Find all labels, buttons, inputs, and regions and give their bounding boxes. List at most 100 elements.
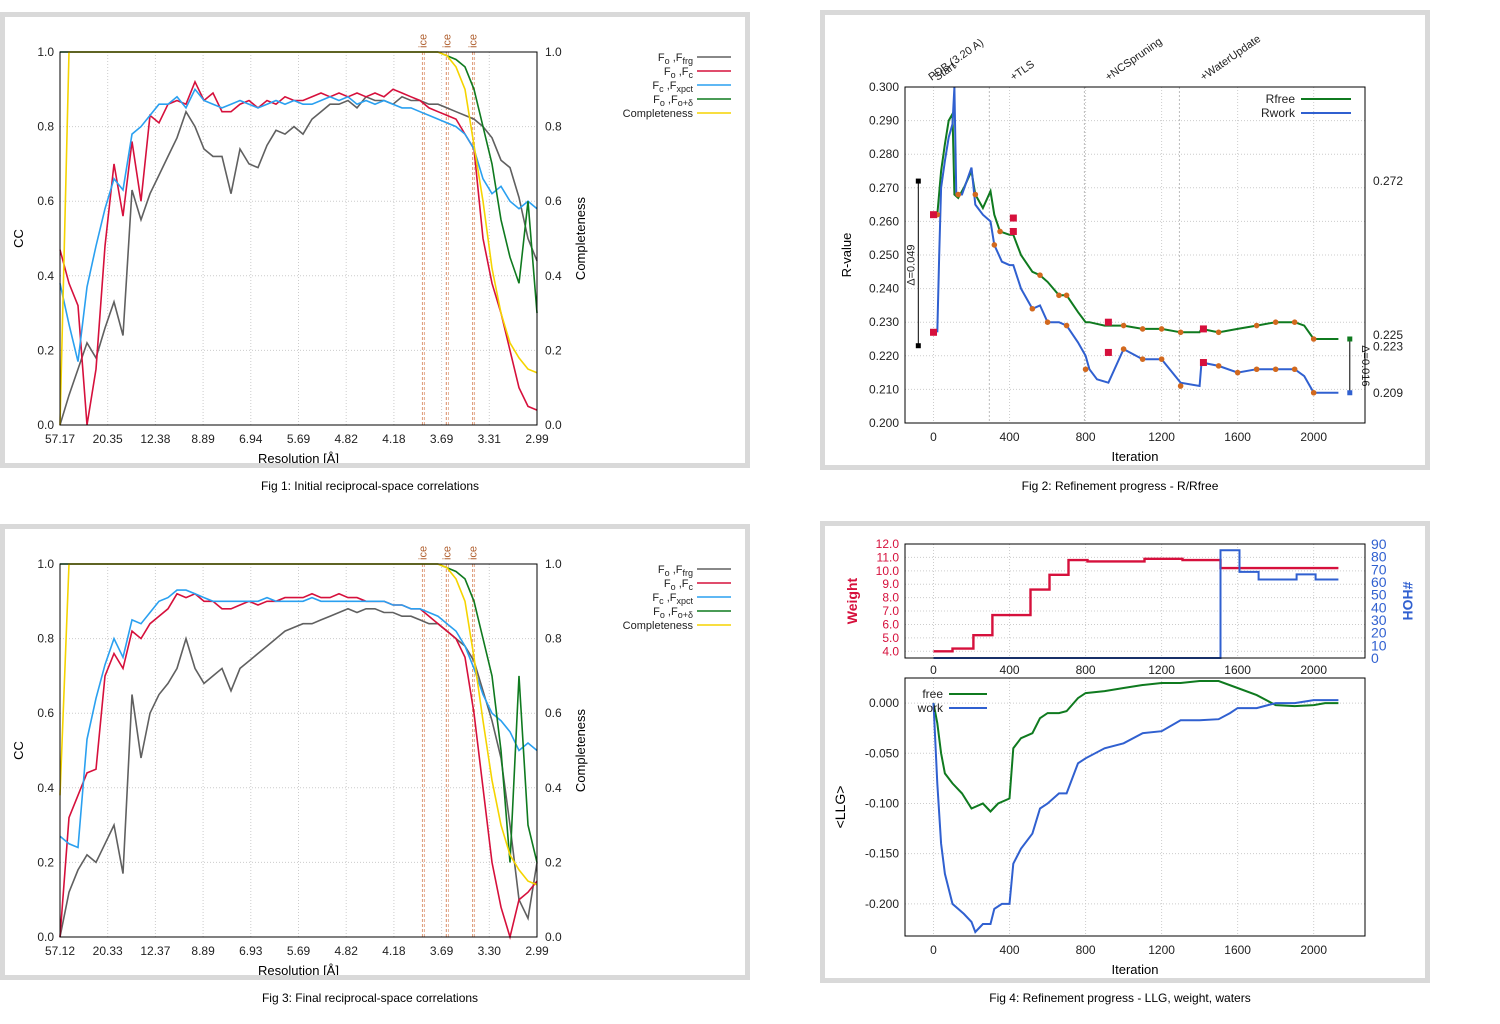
fig3-series-2 [59, 589, 538, 849]
fig3-y2tick-label: 0.4 [545, 781, 562, 795]
fig1-series-2 [59, 87, 538, 362]
fig1-ice-label: ice [441, 34, 453, 48]
fig2-point-marker [1158, 356, 1165, 362]
fig1-y2tick-label: 0.2 [545, 343, 562, 357]
fig2-point-marker [1310, 389, 1317, 396]
fig1-xtick-label: 8.89 [191, 432, 215, 446]
fig3-legend-label-0: Fo ,Ffrg [658, 564, 693, 578]
fig2-point-marker [1120, 346, 1127, 352]
figure-4-caption: Fig 4: Refinement progress - LLG, weight… [989, 991, 1251, 1005]
fig3-series-1 [59, 592, 538, 941]
fig1-xtick-label: 6.94 [239, 432, 263, 446]
figure-1-panel: 0.0 0.0 0.2 0.2 0.4 0.4 0.6 0.6 0.8 0.8 1.0 1.0 57.1… [0, 12, 750, 468]
fig4-top-xtick-label: 400 [1000, 663, 1020, 677]
fig3-ytick-label: 1.0 [37, 557, 54, 571]
fig4-weight-tick-label: 12.0 [876, 537, 900, 551]
fig2-stage-label: +WaterUpdate [1198, 33, 1263, 83]
fig1-plot-area: 0.0 0.0 0.2 0.2 0.4 0.4 0.6 0.6 0.8 0.8 1.0 1.0 57.1… [37, 34, 562, 446]
fig4-hoh-tick-label: 60 [1371, 574, 1387, 590]
fig2-y-axis-label: R-value [839, 233, 854, 278]
fig4-top-xtick-label: 1200 [1148, 663, 1175, 677]
fig4-legend-label-work: work [917, 701, 944, 715]
fig2-ytick-label: 0.300 [869, 80, 899, 94]
fig2-xtick-label: 800 [1076, 430, 1096, 444]
fig2-stage-marker [1104, 348, 1112, 356]
fig4-llg-tick-label: -0.050 [865, 746, 899, 760]
fig4-top-xtick-label: 0 [930, 663, 937, 677]
fig3-xtick-label: 12.37 [140, 944, 170, 958]
fig2-point-marker [1063, 292, 1070, 299]
fig4-llg-axis-label: <LLG> [832, 786, 848, 829]
fig2-delta-left-marker [915, 343, 921, 349]
fig2-point-marker [991, 242, 998, 248]
fig3-xtick-label: 4.82 [335, 944, 359, 958]
fig2-right-value: 0.223 [1373, 340, 1403, 354]
fig2-right-value: 0.225 [1373, 328, 1403, 342]
fig1-y2-axis-label: Completeness [573, 196, 588, 280]
fig4-weight-tick-label: 4.0 [882, 644, 899, 658]
fig4-weight-axis-label: Weight [844, 577, 860, 624]
fig1-plot-frame [59, 51, 538, 426]
fig2-point-marker [997, 228, 1003, 235]
fig4-hoh-tick-label: 70 [1371, 561, 1387, 577]
fig4-top-xtick-label: 800 [1076, 663, 1096, 677]
fig4-bottom-xtick-label: 1200 [1148, 943, 1175, 957]
fig2-ytick-label: 0.200 [869, 416, 899, 430]
fig1-xtick-label: 3.69 [430, 432, 454, 446]
fig4-x-axis-label: Iteration [1112, 962, 1159, 977]
fig3-xtick-label: 3.30 [478, 944, 502, 958]
fig4-top-xtick-label: 1600 [1224, 663, 1251, 677]
fig3-xtick-label: 3.69 [430, 944, 454, 958]
fig3-plot-area: 0.0 0.0 0.2 0.2 0.4 0.4 0.6 0.6 0.8 0.8 1.0 1.0 57.1… [37, 546, 562, 958]
fig2-stage-marker [930, 211, 938, 219]
fig2-delta-left-marker [915, 178, 921, 184]
fig2-delta-right-marker [1347, 336, 1353, 342]
fig3-xtick-label: 2.99 [525, 944, 549, 958]
fig2-ytick-label: 0.280 [869, 147, 899, 161]
fig2-x-axis-label: Iteration [1112, 449, 1159, 464]
fig3-y2tick-label: 0.6 [545, 706, 562, 720]
fig2-ytick-label: 0.220 [869, 349, 899, 363]
fig1-legend-label-2: Fc ,Fxpct [652, 80, 693, 94]
fig2-ytick-label: 0.210 [869, 382, 899, 396]
fig4-llg-tick-label: 0.000 [869, 696, 899, 710]
fig4-bottom-xtick-label: 400 [1000, 943, 1020, 957]
fig4-series-free [932, 680, 1339, 813]
fig1-series-0 [59, 95, 538, 426]
fig2-stage-label: +TLS [1008, 58, 1037, 83]
fig4-top-plot-frame [904, 543, 1366, 659]
fig4-weight-tick-label: 11.0 [877, 550, 900, 564]
fig2-point-marker [1291, 366, 1298, 373]
fig3-legend-label-1: Fo ,Fc [664, 578, 694, 592]
fig2-series-rwork [936, 86, 1339, 394]
fig2-legend-label-rwork: Rwork [1261, 106, 1296, 120]
fig2-xtick-label: 2000 [1300, 430, 1327, 444]
fig4-hoh-tick-label: 50 [1371, 587, 1387, 603]
fig1-ytick-label: 1.0 [37, 45, 54, 59]
fig4-hoh-axis-label: #HOH [1400, 582, 1416, 621]
fig2-ytick-label: 0.290 [869, 114, 899, 128]
fig2-delta-right-marker [1347, 390, 1353, 396]
fig2-right-value: 0.209 [1373, 386, 1403, 400]
fig2-ytick-label: 0.240 [869, 282, 899, 296]
fig4-weight-tick-label: 8.0 [882, 591, 899, 605]
fig4-llg-tick-label: -0.200 [865, 897, 899, 911]
fig3-ytick-label: 0.6 [37, 706, 54, 720]
fig1-ice-label: ice [468, 34, 480, 48]
fig2-point-marker [1177, 329, 1184, 336]
fig1-xtick-label: 4.82 [335, 432, 359, 446]
fig3-ice-label: ice [418, 546, 430, 560]
fig1-xtick-label: 12.38 [140, 432, 170, 446]
fig3-ytick-label: 0.0 [37, 930, 54, 944]
fig1-series-1 [59, 79, 538, 426]
fig2-point-marker [1044, 319, 1051, 326]
fig2-point-marker [1272, 319, 1279, 326]
fig3-ice-label: ice [441, 546, 453, 560]
fig4-weight-tick-label: 10.0 [876, 564, 900, 578]
fig4-bottom-xtick-label: 1600 [1224, 943, 1251, 957]
fig1-xtick-label: 3.31 [478, 432, 502, 446]
fig2-point-marker [1158, 326, 1165, 332]
fig2-point-marker [1063, 322, 1070, 329]
fig2-point-marker [1082, 366, 1089, 373]
fig1-y2tick-label: 0.0 [545, 418, 562, 432]
